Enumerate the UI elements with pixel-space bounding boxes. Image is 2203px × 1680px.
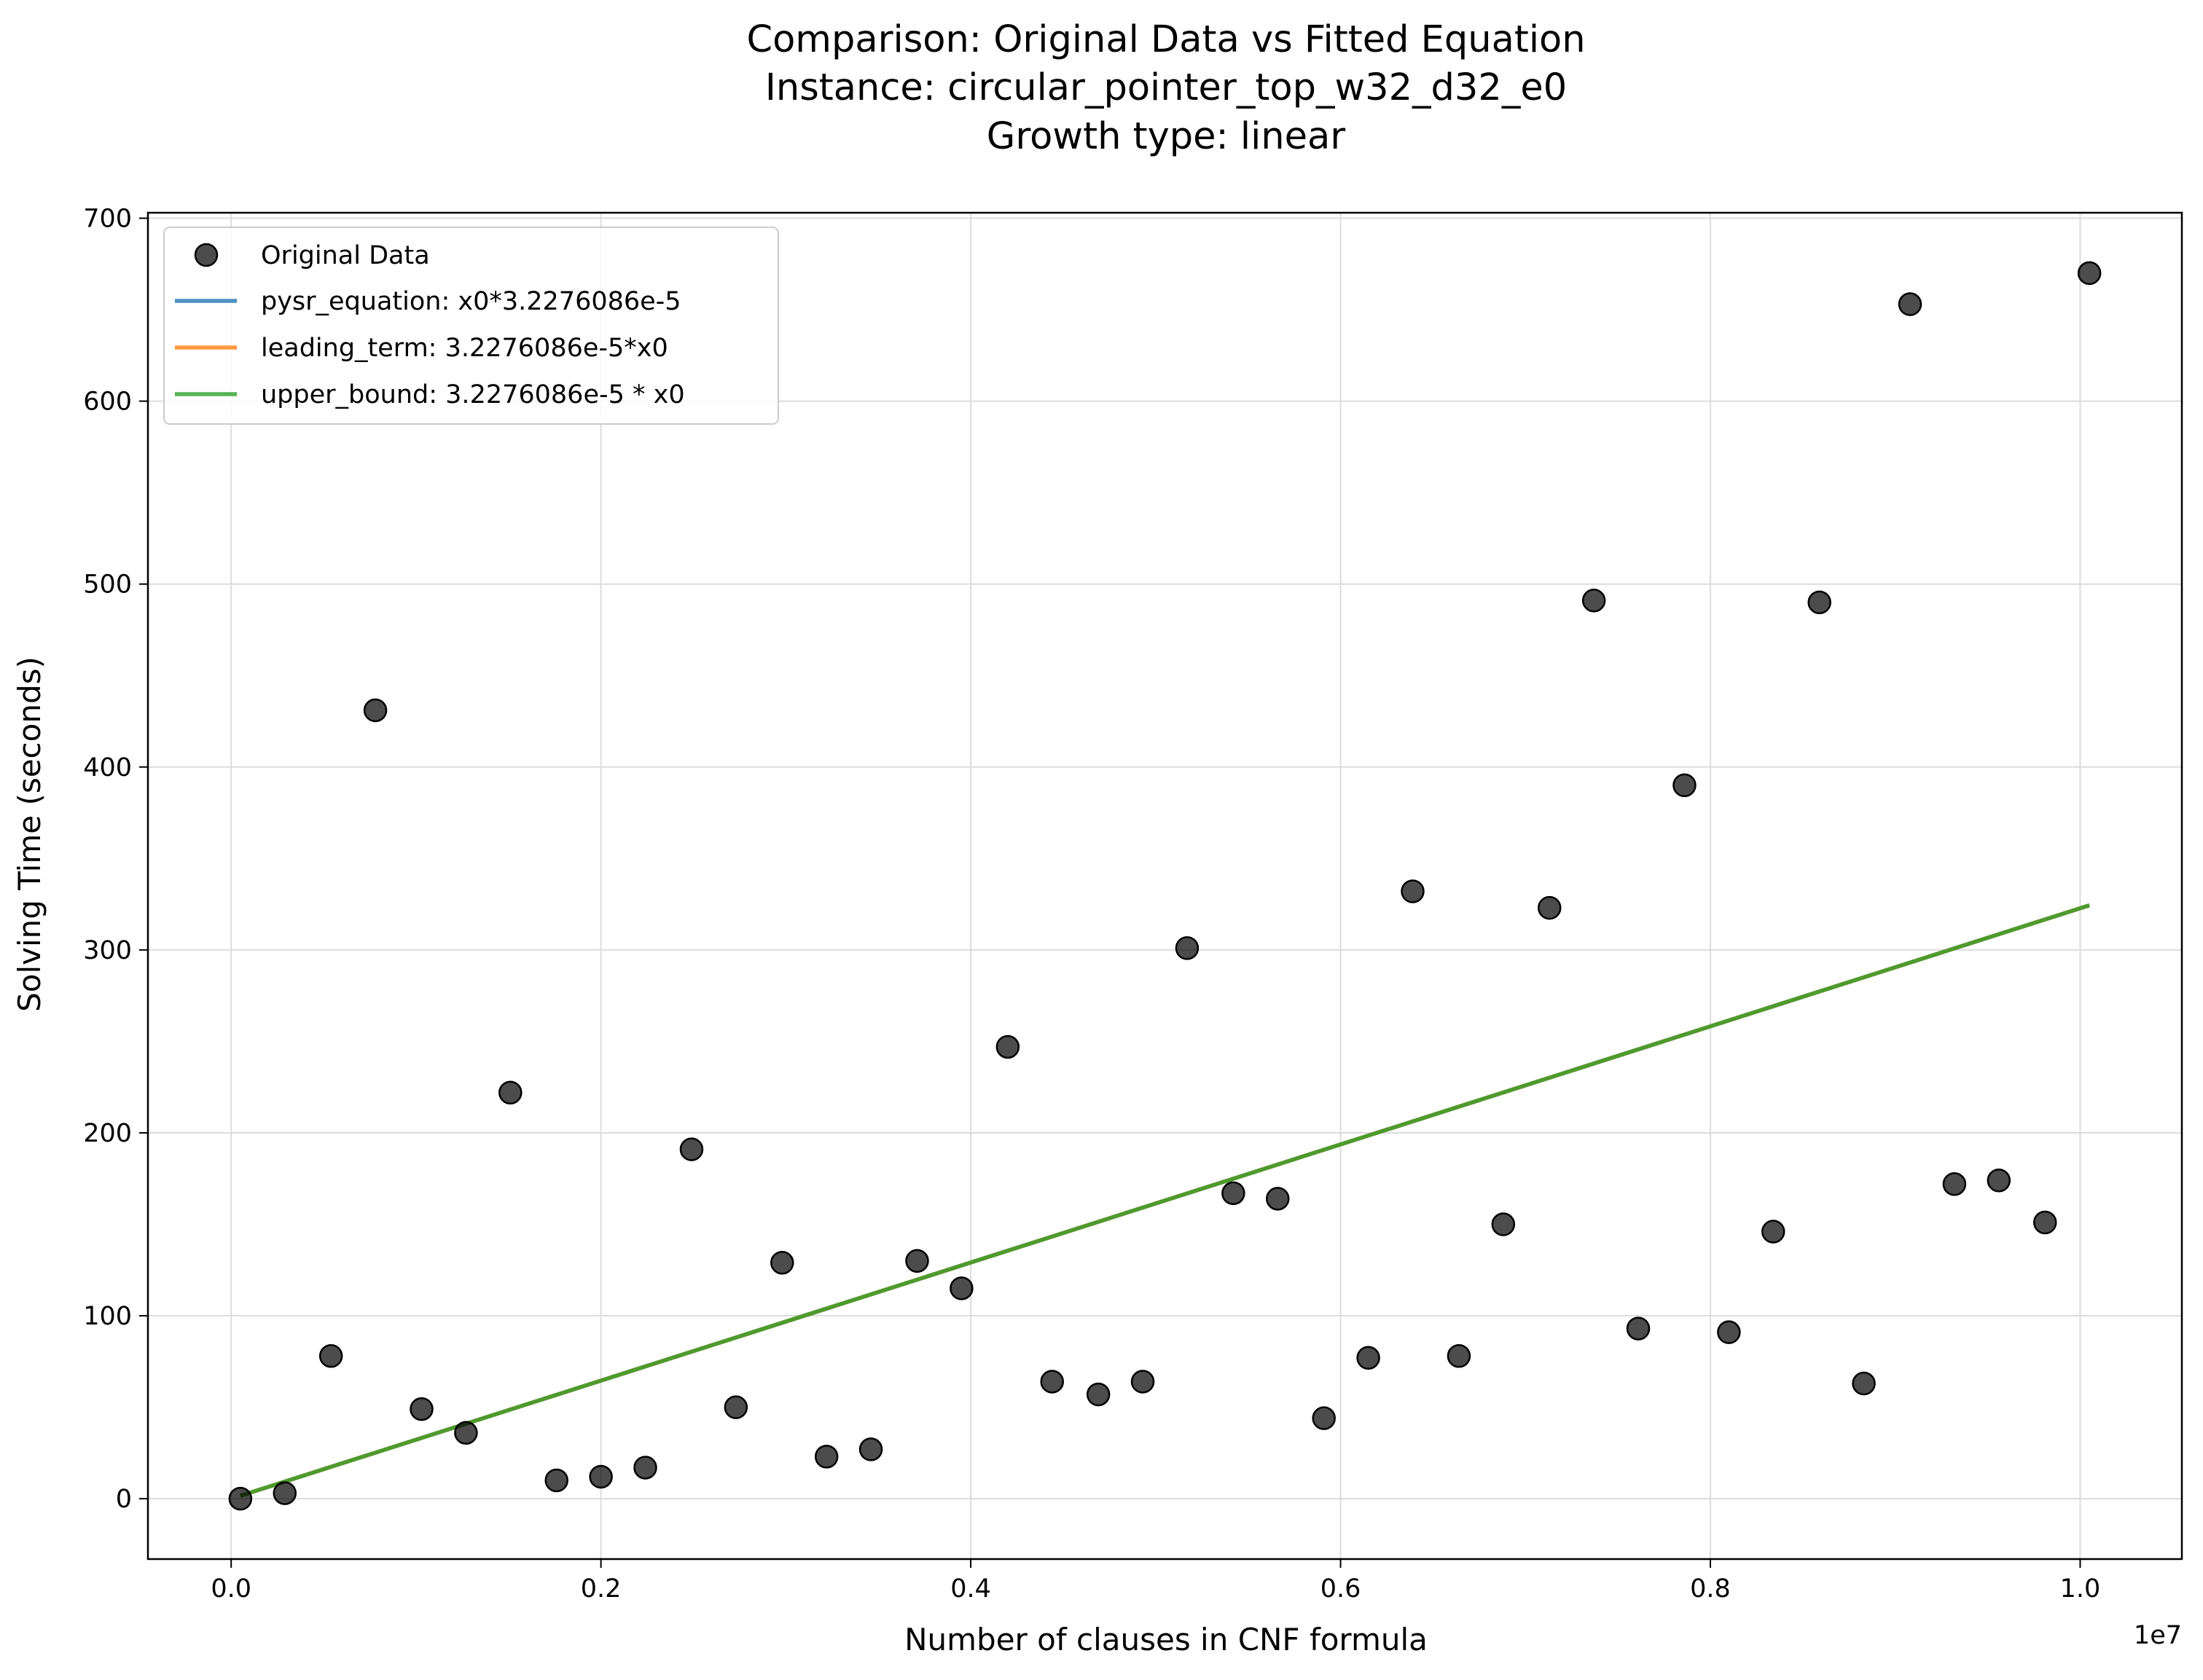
y-axis-label: Solving Time (seconds)	[12, 656, 47, 1012]
data-point	[1447, 1344, 1471, 1368]
data-point	[1626, 1316, 1651, 1341]
data-point	[1581, 589, 1606, 613]
data-point	[1942, 1172, 1967, 1196]
data-points	[228, 261, 2102, 1511]
data-point	[950, 1276, 974, 1300]
data-point	[1898, 292, 1922, 316]
x-tick-label: 0.4	[950, 1574, 991, 1604]
data-point	[589, 1464, 613, 1489]
x-axis-label: Number of clauses in CNF formula	[904, 1622, 1428, 1657]
data-point	[905, 1249, 929, 1273]
data-point	[1266, 1187, 1290, 1211]
fitted-line-3	[240, 903, 2090, 1498]
x-tick-label: 0.6	[1320, 1574, 1361, 1604]
axis-ticks: 0.0 0.2 0.4 0.6 0.8 1.0 0 100 200 300 400 500 600 700	[83, 205, 2100, 1604]
data-point	[770, 1250, 794, 1275]
data-point	[410, 1397, 434, 1421]
y-tick-label: 100	[83, 1302, 132, 1331]
y-tick-label: 500	[83, 570, 132, 600]
data-point	[2032, 1210, 2057, 1235]
data-point	[724, 1395, 748, 1419]
y-tick-label: 300	[83, 936, 132, 965]
data-point	[1040, 1370, 1064, 1394]
data-point	[363, 698, 388, 723]
data-point	[228, 1486, 253, 1511]
x-axis-offset-label: 1e7	[2134, 1621, 2182, 1650]
legend-label-3: upper_bound: 3.2276086e-5 * x0	[261, 380, 685, 409]
chart-title: Comparison: Original Data vs Fitted Equa…	[746, 18, 1585, 158]
data-point	[1221, 1181, 1245, 1206]
data-point	[273, 1481, 297, 1505]
data-point	[1086, 1382, 1111, 1407]
data-point	[1538, 895, 1562, 920]
y-tick-label: 400	[83, 753, 132, 782]
legend-label-1: pysr_equation: x0*3.2276086e-5	[261, 287, 681, 316]
data-point	[2077, 261, 2102, 286]
data-point	[814, 1445, 839, 1469]
legend: Original Data pysr_equation: x0*3.2276086…	[163, 227, 779, 425]
plot-frame	[146, 211, 2183, 1561]
data-point	[1672, 773, 1697, 798]
x-tick-label: 1.0	[2060, 1574, 2101, 1604]
y-tick-label: 700	[83, 205, 132, 234]
y-tick-label: 0	[116, 1485, 132, 1514]
data-point	[1852, 1371, 1876, 1396]
data-point	[1807, 590, 1831, 615]
data-point	[454, 1421, 478, 1445]
data-point	[1401, 879, 1425, 903]
chart-title-line-1: Comparison: Original Data vs Fitted Equa…	[746, 18, 1585, 61]
data-point	[858, 1437, 883, 1461]
legend-marker-original-data	[194, 243, 219, 267]
y-tick-label: 200	[83, 1119, 132, 1148]
x-tick-label: 0.8	[1690, 1574, 1731, 1604]
fitted-lines	[240, 903, 2090, 1498]
legend-label-2: leading_term: 3.2276086e-5*x0	[261, 334, 668, 363]
legend-label-original-data: Original Data	[261, 241, 430, 270]
data-point	[1491, 1212, 1516, 1236]
data-point	[1761, 1220, 1785, 1244]
data-point	[544, 1468, 568, 1493]
data-point	[1312, 1406, 1336, 1430]
grid-lines	[148, 213, 2182, 1559]
data-point	[318, 1344, 343, 1368]
data-point	[1987, 1169, 2011, 1193]
data-point	[995, 1035, 1020, 1059]
chart-title-line-2: Instance: circular_pointer_top_w32_d32_e…	[765, 66, 1567, 109]
data-point	[1175, 936, 1200, 960]
legend-box	[163, 227, 779, 425]
data-point	[1356, 1346, 1380, 1370]
data-point	[633, 1456, 657, 1480]
chart-title-line-3: Growth type: linear	[987, 115, 1345, 158]
data-point	[1130, 1370, 1155, 1394]
x-tick-label: 0.0	[211, 1574, 251, 1604]
data-point	[679, 1137, 704, 1161]
x-tick-label: 0.2	[581, 1574, 622, 1604]
data-point	[498, 1080, 523, 1104]
y-tick-label: 600	[83, 388, 132, 417]
data-point	[1717, 1320, 1741, 1344]
